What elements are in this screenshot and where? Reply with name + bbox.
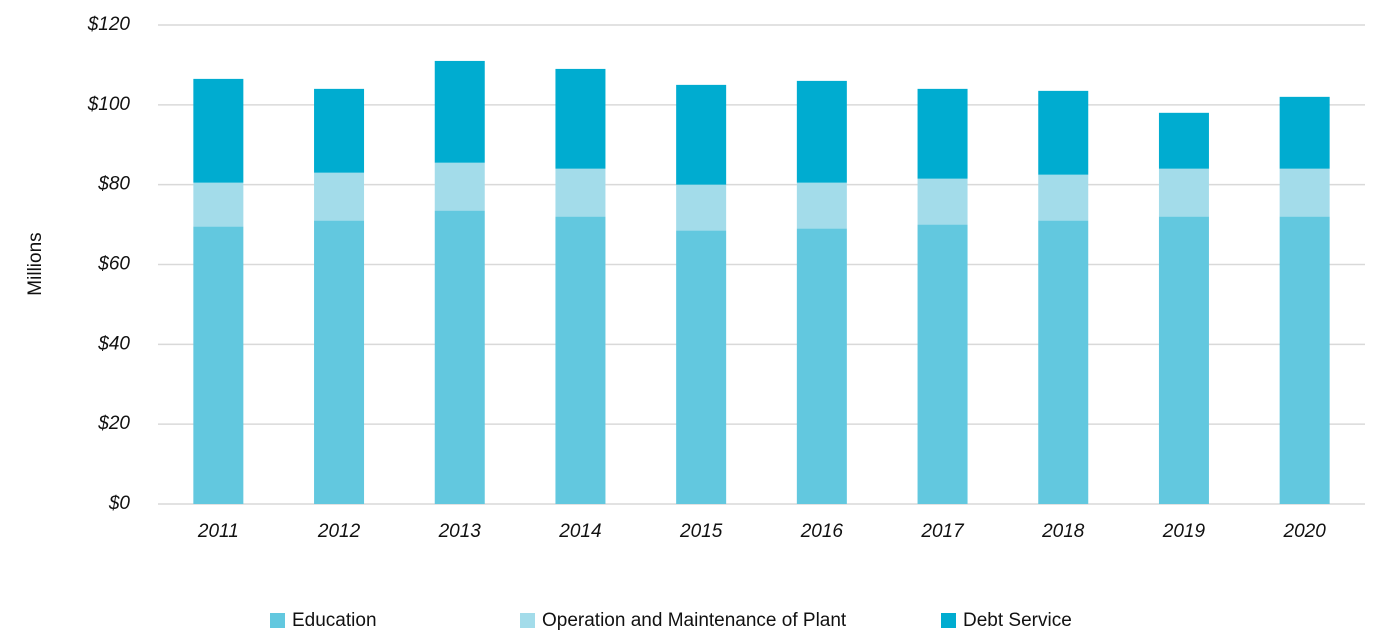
bar-segment xyxy=(1279,168,1330,217)
x-tick-label: 2015 xyxy=(679,521,723,542)
bar-segment xyxy=(1038,90,1089,175)
x-tick-label: 2018 xyxy=(1041,521,1085,542)
x-tick-label: 2017 xyxy=(920,521,965,542)
bar-segment xyxy=(314,88,365,173)
y-axis-label: Millions xyxy=(25,232,46,295)
legend-swatch xyxy=(941,613,956,628)
legend-swatch xyxy=(270,613,285,628)
x-tick-label: 2012 xyxy=(317,521,361,542)
legend-swatch xyxy=(520,613,535,628)
bar-segment xyxy=(193,182,244,227)
bar-segment xyxy=(796,228,847,504)
bar-segment xyxy=(314,220,365,504)
y-tick-label: $60 xyxy=(97,254,130,275)
bar-segment xyxy=(1038,174,1089,221)
bar-segment xyxy=(434,60,485,163)
bar-segment xyxy=(555,168,606,217)
bar-segment xyxy=(676,84,727,185)
y-tick-label: $120 xyxy=(87,14,131,35)
legend-label: Debt Service xyxy=(963,610,1072,631)
bar-segment xyxy=(193,226,244,504)
y-tick-label: $20 xyxy=(97,413,130,434)
bar-segment xyxy=(1279,216,1330,504)
bar-segment xyxy=(1158,168,1209,217)
bar-segment xyxy=(917,178,968,225)
bar-segment xyxy=(796,80,847,183)
bar-segment xyxy=(555,68,606,169)
bar-segment xyxy=(434,210,485,505)
x-tick-label: 2011 xyxy=(197,521,239,542)
legend-label: Education xyxy=(292,610,377,631)
x-tick-label: 2020 xyxy=(1283,521,1327,542)
bar-segment xyxy=(917,224,968,505)
bar-segment xyxy=(555,216,606,504)
bar-segment xyxy=(1158,216,1209,504)
y-tick-label: $80 xyxy=(97,174,130,195)
bar-segment xyxy=(193,78,244,183)
legend-label: Operation and Maintenance of Plant xyxy=(542,610,847,631)
bar-segment xyxy=(917,88,968,179)
bar-segment xyxy=(314,172,365,221)
x-tick-label: 2013 xyxy=(438,521,482,542)
bar-segment xyxy=(676,184,727,231)
bar-segment xyxy=(1279,96,1330,169)
y-tick-label: $100 xyxy=(87,94,131,115)
x-tick-label: 2014 xyxy=(558,521,601,542)
bar-segment xyxy=(676,230,727,504)
x-tick-label: 2019 xyxy=(1162,521,1206,542)
bar-segment xyxy=(1038,220,1089,504)
y-tick-label: $40 xyxy=(97,333,130,354)
bar-segment xyxy=(434,162,485,211)
x-tick-label: 2016 xyxy=(800,521,844,542)
y-tick-label: $0 xyxy=(108,493,131,514)
bar-segment xyxy=(1158,112,1209,169)
bar-segment xyxy=(796,182,847,229)
